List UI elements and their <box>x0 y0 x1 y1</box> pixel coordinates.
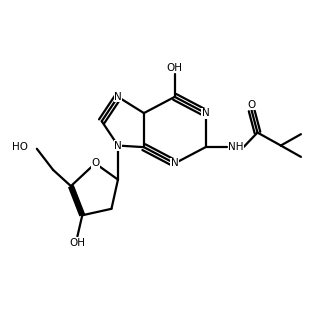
Text: O: O <box>91 158 99 168</box>
Text: O: O <box>248 100 256 110</box>
Text: HO: HO <box>12 142 28 152</box>
Text: N: N <box>202 108 210 118</box>
Text: N: N <box>171 158 179 168</box>
Text: N: N <box>114 141 122 150</box>
Text: OH: OH <box>167 63 183 73</box>
Text: OH: OH <box>69 238 85 248</box>
Text: N: N <box>114 92 122 102</box>
Text: NH: NH <box>228 142 244 152</box>
